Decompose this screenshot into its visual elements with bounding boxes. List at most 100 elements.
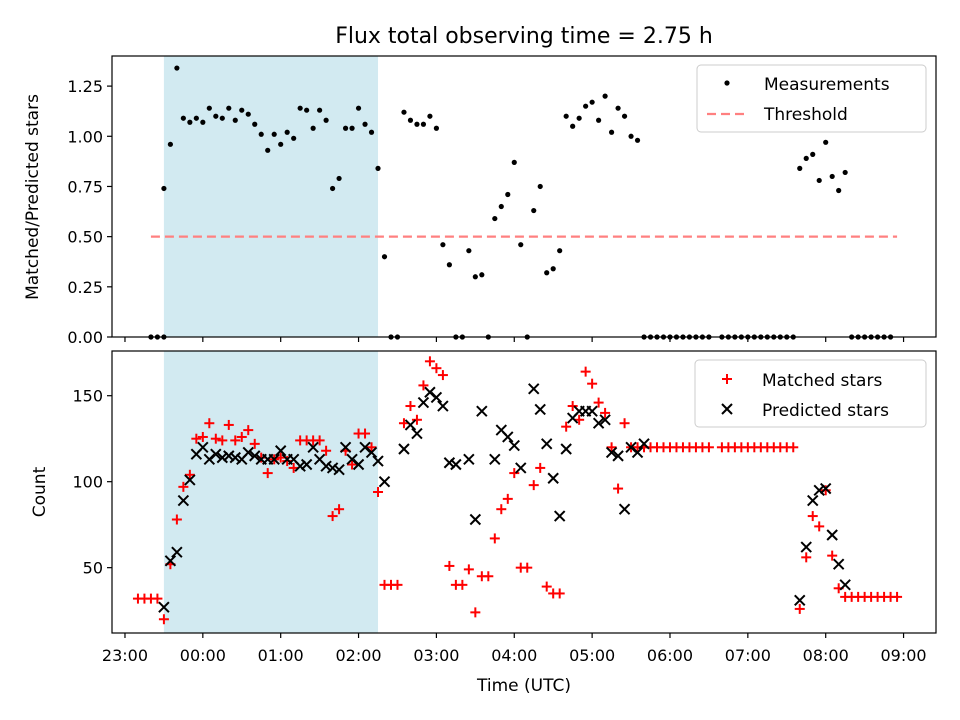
- x-tick-label: 01:00: [258, 646, 304, 665]
- observing-window-shading: [163, 56, 379, 337]
- measurement-point: [362, 121, 368, 127]
- measurement-point: [167, 141, 173, 147]
- measurement-point: [466, 248, 472, 254]
- measurement-point: [239, 107, 245, 113]
- top-y-tick-label: 0.00: [67, 328, 103, 347]
- measurement-point: [615, 105, 621, 111]
- matched-star-point: [171, 514, 182, 525]
- matched-star-point: [801, 552, 812, 563]
- matched-star-point: [489, 533, 500, 544]
- predicted-star-point: [469, 513, 482, 526]
- matched-star-point: [457, 579, 468, 590]
- predicted-star-point: [618, 503, 631, 515]
- matched-star-point: [321, 445, 332, 456]
- top-panel: 0.00 0.25 0.50 0.75 1.00 1.25 Matched/Predict…: [23, 55, 937, 347]
- matched-star-point: [496, 504, 507, 515]
- matched-star-point: [275, 452, 286, 463]
- measurement-point: [317, 107, 323, 113]
- matched-star-point: [437, 370, 448, 381]
- measurement-point: [252, 121, 258, 127]
- legend-label-measurements: Measurements: [764, 75, 890, 95]
- matched-star-point: [230, 435, 241, 446]
- measurement-point: [511, 159, 517, 165]
- predicted-star-point: [378, 475, 391, 488]
- matched-star-point: [178, 481, 189, 492]
- matched-star-point: [249, 438, 260, 449]
- legend-marker-measurements: [724, 80, 730, 86]
- predicted-star-point: [365, 446, 378, 459]
- predicted-star-point: [158, 601, 170, 613]
- measurement-point: [342, 125, 349, 131]
- matched-star-point: [820, 485, 831, 496]
- predicted-star-point: [800, 541, 812, 553]
- measurement-point: [810, 151, 816, 157]
- predicted-star-point: [249, 450, 261, 462]
- matched-star-point: [431, 363, 442, 374]
- matched-star-point: [606, 442, 617, 453]
- measurement-point: [297, 105, 303, 111]
- x-tick-label: 02:00: [335, 646, 381, 665]
- predicted-stars-points: [158, 383, 851, 613]
- top-y-axis-label: Matched/Predicted stars: [23, 94, 43, 300]
- matched-star-point: [892, 591, 903, 602]
- measurement-point: [816, 177, 822, 184]
- measurement-point: [433, 125, 440, 131]
- measurement-point: [381, 254, 388, 260]
- predicted-star-point: [197, 441, 209, 453]
- bottom-y-axis-label: Count: [30, 466, 50, 517]
- matched-star-point: [509, 468, 520, 479]
- matched-star-point: [424, 356, 435, 367]
- predicted-star-point: [839, 579, 851, 591]
- matched-star-point: [470, 607, 481, 618]
- matched-star-point: [541, 581, 552, 592]
- measurement-point: [161, 185, 167, 192]
- matched-star-point: [567, 401, 578, 412]
- predicted-star-point: [502, 431, 514, 443]
- predicted-star-point: [177, 494, 190, 507]
- predicted-star-point: [326, 462, 339, 474]
- predicted-star-point: [813, 484, 825, 496]
- matched-star-point: [703, 442, 714, 453]
- measurement-point: [414, 121, 420, 127]
- measurement-point: [518, 242, 524, 248]
- matched-star-point: [580, 366, 591, 377]
- matched-star-point: [360, 428, 371, 439]
- predicted-star-point: [508, 439, 520, 452]
- predicted-star-point: [372, 455, 384, 467]
- x-tick-label: 00:00: [180, 646, 226, 665]
- measurement-point: [602, 93, 608, 99]
- x-tick-label: 03:00: [413, 646, 459, 665]
- measurement-point: [608, 129, 615, 135]
- measurement-point: [213, 113, 219, 119]
- measurement-point: [550, 266, 556, 272]
- measurement-points: [148, 65, 894, 340]
- predicted-star-point: [807, 494, 819, 507]
- measurement-point: [531, 207, 537, 214]
- measurement-point: [797, 165, 803, 171]
- measurement-point: [355, 105, 362, 111]
- predicted-star-point: [430, 391, 443, 404]
- legend-frame: [696, 64, 927, 133]
- measurement-point: [193, 115, 199, 121]
- matched-star-point: [184, 469, 195, 480]
- predicted-star-point: [268, 453, 280, 466]
- predicted-star-point: [586, 405, 598, 417]
- predicted-star-point: [631, 446, 644, 459]
- top-plot-frame: [111, 55, 937, 338]
- predicted-star-point: [515, 462, 527, 474]
- measurement-point: [187, 119, 193, 125]
- matched-star-point: [522, 562, 533, 573]
- measurement-point: [836, 187, 842, 194]
- measurement-point: [537, 183, 543, 190]
- predicted-star-point: [216, 451, 229, 464]
- matched-star-point: [256, 452, 267, 463]
- measurement-point: [479, 272, 485, 278]
- measurement-point: [829, 173, 835, 180]
- matched-star-point: [334, 504, 345, 515]
- predicted-star-point: [223, 450, 235, 462]
- measurement-point: [278, 141, 284, 147]
- top-y-tick-label: 1.25: [67, 77, 103, 96]
- matched-star-point: [398, 418, 409, 429]
- predicted-star-point: [171, 546, 183, 558]
